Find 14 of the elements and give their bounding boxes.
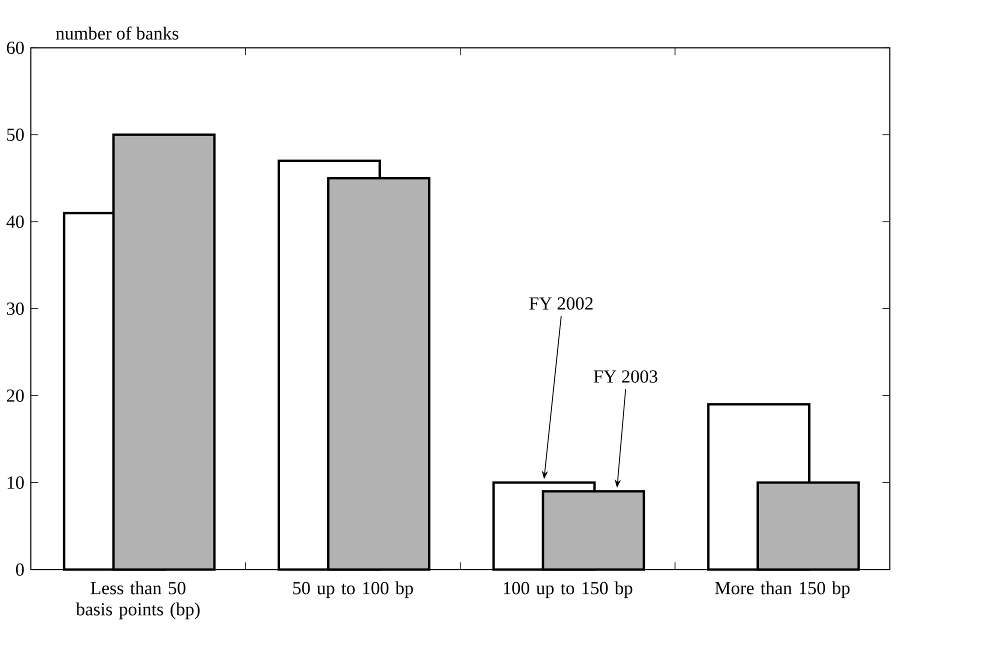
y-axis-title: number of banks [56,26,178,40]
y-tick-label: 20 [6,389,24,402]
text: FY 2002 [529,297,593,310]
x-tick-label: 100 up to 150 bp [504,581,632,598]
y-tick-label: 60 [6,41,24,54]
y-tick-label: 50 [7,128,24,141]
y-tick-label: 30 [7,302,24,315]
x-tick-label: Less than 50 basis points (bp) [76,581,200,619]
y-tick-label: 40 [6,215,24,228]
y-tick-label: 10 [8,476,24,489]
text: FY 2003 [594,370,658,382]
x-tick-label: 50 up to 100 bp [293,581,413,598]
x-tick-label: More than 150 bp [715,581,850,598]
y-tick-label: 0 [16,563,24,576]
